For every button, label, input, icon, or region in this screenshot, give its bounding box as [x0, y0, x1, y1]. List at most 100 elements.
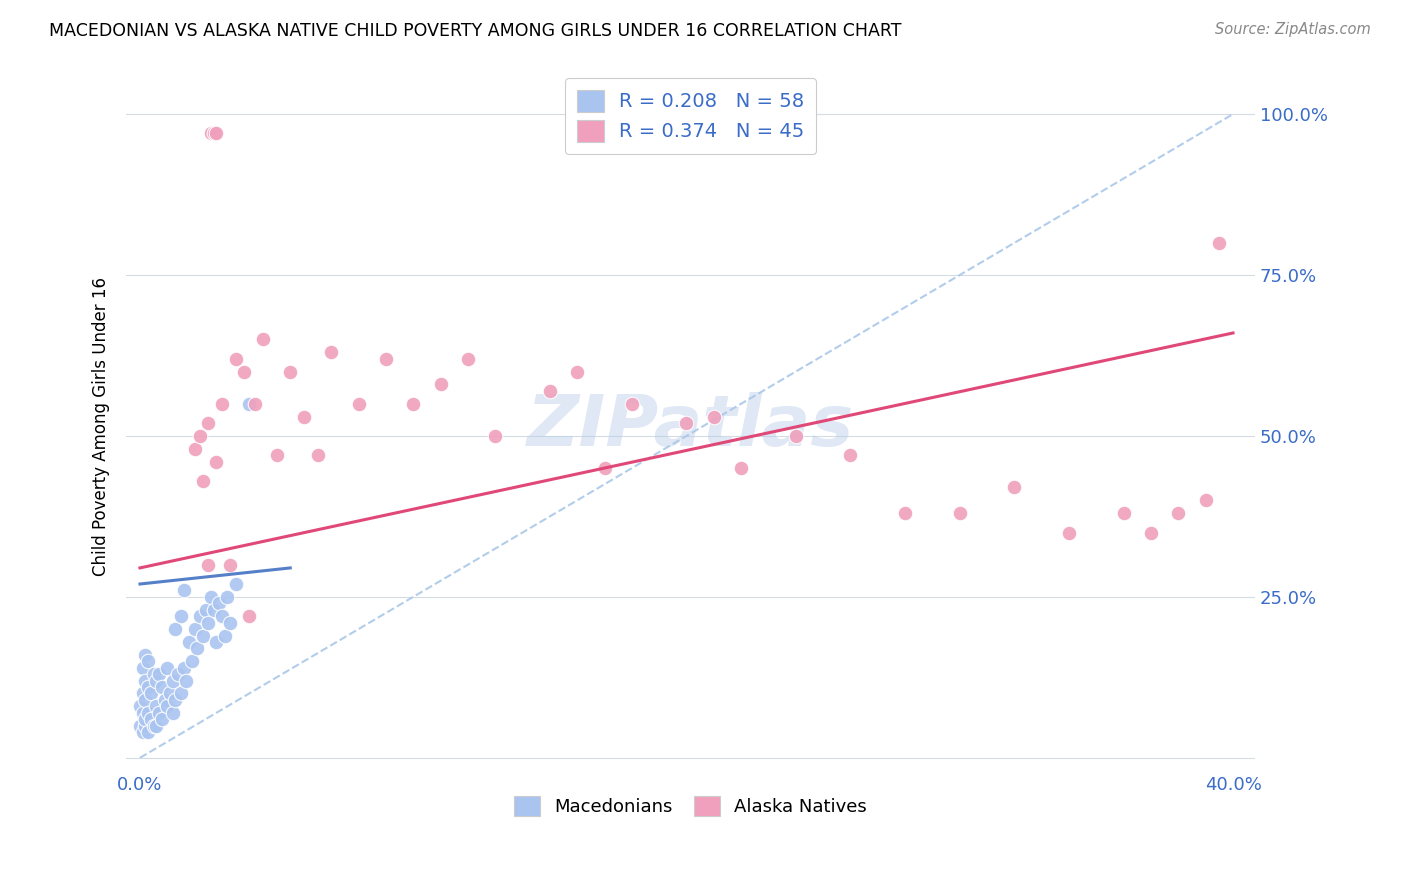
Point [225, 351, 247, 366]
Point [347, 397, 370, 411]
Point [136, 654, 159, 668]
Point [232, 365, 254, 379]
Point [142, 718, 165, 732]
Point [186, 641, 208, 656]
Point [202, 603, 225, 617]
Point [205, 635, 228, 649]
Point [214, 628, 236, 642]
Point [142, 667, 165, 681]
Point [150, 680, 173, 694]
Point [167, 667, 190, 681]
Point [1112, 506, 1135, 520]
Point [675, 416, 697, 430]
Point [217, 590, 239, 604]
Point [894, 506, 917, 520]
Point [188, 609, 211, 624]
Point [134, 718, 156, 732]
Point [429, 377, 451, 392]
Point [197, 558, 219, 572]
Point [170, 686, 193, 700]
Point [156, 699, 179, 714]
Point [131, 661, 153, 675]
Point [243, 397, 266, 411]
Point [153, 693, 176, 707]
Point [402, 397, 425, 411]
Point [131, 686, 153, 700]
Point [134, 712, 156, 726]
Point [188, 429, 211, 443]
Point [165, 693, 187, 707]
Point [131, 725, 153, 739]
Point [211, 609, 233, 624]
Point [148, 706, 170, 720]
Point [949, 506, 972, 520]
Y-axis label: Child Poverty Among Girls Under 16: Child Poverty Among Girls Under 16 [93, 277, 110, 576]
Point [785, 429, 807, 443]
Point [200, 127, 222, 141]
Point [266, 448, 288, 462]
Point [136, 725, 159, 739]
Point [139, 712, 162, 726]
Point [129, 699, 152, 714]
Point [1057, 525, 1080, 540]
Point [730, 461, 752, 475]
Point [134, 693, 156, 707]
Point [238, 397, 260, 411]
Point [839, 448, 862, 462]
Point [593, 461, 616, 475]
Point [538, 384, 561, 398]
Point [1195, 493, 1218, 508]
Point [211, 397, 233, 411]
Point [162, 706, 184, 720]
Point [202, 127, 225, 141]
Point [225, 577, 247, 591]
Point [200, 590, 222, 604]
Point [148, 667, 170, 681]
Point [197, 615, 219, 630]
Point [191, 628, 214, 642]
Point [252, 332, 274, 346]
Point [703, 409, 725, 424]
Point [1002, 480, 1025, 494]
Point [197, 416, 219, 430]
Point [176, 673, 198, 688]
Text: MACEDONIAN VS ALASKA NATIVE CHILD POVERTY AMONG GIRLS UNDER 16 CORRELATION CHART: MACEDONIAN VS ALASKA NATIVE CHILD POVERT… [49, 22, 901, 40]
Point [208, 596, 231, 610]
Point [145, 718, 167, 732]
Point [129, 718, 152, 732]
Point [145, 673, 167, 688]
Point [156, 661, 179, 675]
Point [219, 615, 242, 630]
Point [205, 127, 228, 141]
Point [457, 351, 479, 366]
Point [136, 706, 159, 720]
Point [131, 706, 153, 720]
Point [567, 365, 589, 379]
Point [191, 474, 214, 488]
Point [165, 622, 187, 636]
Point [134, 648, 156, 662]
Point [205, 455, 228, 469]
Point [179, 635, 201, 649]
Point [1167, 506, 1189, 520]
Point [194, 603, 217, 617]
Point [134, 673, 156, 688]
Point [136, 680, 159, 694]
Point [307, 448, 329, 462]
Point [1208, 235, 1230, 250]
Point [292, 409, 315, 424]
Legend: Macedonians, Alaska Natives: Macedonians, Alaska Natives [508, 789, 875, 823]
Text: ZIPatlas: ZIPatlas [527, 392, 855, 461]
Point [162, 673, 184, 688]
Point [183, 442, 205, 456]
Point [484, 429, 506, 443]
Point [620, 397, 643, 411]
Point [170, 609, 193, 624]
Point [150, 712, 173, 726]
Point [145, 699, 167, 714]
Point [180, 654, 202, 668]
Point [374, 351, 396, 366]
Point [321, 345, 343, 359]
Point [173, 583, 195, 598]
Point [1140, 525, 1163, 540]
